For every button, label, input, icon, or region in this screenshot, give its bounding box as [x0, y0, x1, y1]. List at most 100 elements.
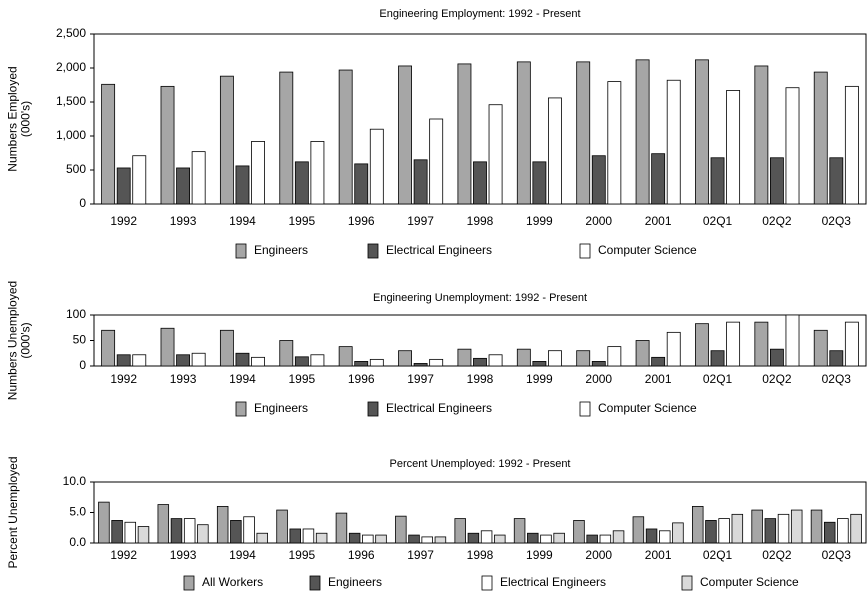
- bar: [235, 352, 250, 367]
- bar: [513, 518, 526, 544]
- bar: [726, 321, 741, 367]
- x-tick-label: 1997: [407, 548, 434, 562]
- bar: [294, 161, 309, 205]
- y-tick-label: 1,500: [56, 94, 86, 108]
- legend-swatch: [235, 243, 247, 259]
- bar: [362, 534, 374, 544]
- x-tick-label: 1998: [467, 372, 494, 386]
- bar: [302, 528, 315, 544]
- x-tick-label: 2001: [645, 372, 672, 386]
- bar: [488, 354, 503, 367]
- bar: [289, 528, 301, 544]
- y-tick-label: 0: [79, 196, 86, 210]
- bar: [769, 157, 784, 205]
- bar: [251, 141, 265, 205]
- x-tick-label: 1994: [229, 548, 256, 562]
- x-tick-label: 2001: [645, 548, 672, 562]
- bar: [777, 513, 790, 544]
- bar: [548, 97, 562, 205]
- bar: [457, 348, 472, 367]
- legend-label: Electrical Engineers: [386, 243, 492, 257]
- bar: [243, 516, 255, 544]
- bar: [823, 521, 836, 544]
- bar: [294, 356, 309, 367]
- bar: [488, 104, 503, 205]
- bar: [160, 327, 175, 367]
- bar: [837, 518, 849, 544]
- bar: [553, 532, 565, 544]
- bar: [98, 501, 110, 544]
- bar: [645, 528, 658, 544]
- bar: [586, 534, 598, 544]
- bar: [375, 534, 387, 544]
- bar: [666, 331, 681, 367]
- legend-label: Computer Science: [700, 575, 799, 589]
- bar: [813, 71, 828, 205]
- bar: [769, 348, 784, 367]
- bar: [480, 530, 493, 544]
- y-tick-label: 0: [79, 358, 86, 372]
- legend-label: Computer Science: [598, 243, 697, 257]
- bar: [764, 518, 777, 544]
- bar: [354, 361, 369, 367]
- bar: [754, 65, 769, 205]
- bar: [659, 530, 671, 544]
- chart-title: Percent Unemployed: 1992 - Present: [390, 458, 571, 470]
- bar: [494, 534, 506, 544]
- bar: [850, 513, 862, 544]
- bar: [124, 521, 137, 544]
- bar: [612, 530, 625, 544]
- bar: [310, 354, 325, 367]
- y-tick-label: 2,000: [56, 60, 86, 74]
- bar: [429, 118, 444, 205]
- x-tick-label: 1995: [288, 214, 315, 228]
- y-axis-label: Numbers Employed: [6, 66, 20, 171]
- bar: [810, 509, 823, 544]
- bar: [256, 532, 268, 544]
- bar: [672, 522, 684, 544]
- x-tick-label: 1992: [110, 548, 137, 562]
- bar: [454, 518, 466, 544]
- bar: [170, 518, 183, 544]
- x-tick-label: 1996: [348, 548, 375, 562]
- legend-swatch: [681, 575, 693, 591]
- x-tick-label: 1999: [526, 214, 553, 228]
- bar: [160, 85, 175, 205]
- bar: [710, 350, 725, 367]
- x-tick-label: 02Q1: [703, 372, 733, 386]
- bar: [651, 153, 666, 205]
- bar: [157, 504, 170, 544]
- y-tick-label: 2,500: [56, 26, 86, 40]
- x-tick-label: 1994: [229, 214, 256, 228]
- bar: [467, 532, 480, 544]
- bar: [548, 350, 562, 367]
- x-tick-label: 2001: [645, 214, 672, 228]
- x-tick-label: 02Q1: [703, 214, 733, 228]
- bar: [132, 155, 147, 205]
- bar: [607, 346, 622, 367]
- bar: [429, 358, 444, 367]
- bar: [705, 520, 717, 544]
- bar: [413, 159, 428, 205]
- bar: [111, 520, 123, 544]
- x-tick-label: 1996: [348, 372, 375, 386]
- y-tick-label: 100: [66, 307, 86, 321]
- x-tick-label: 1994: [229, 372, 256, 386]
- legend-label: Electrical Engineers: [500, 575, 606, 589]
- bar: [573, 520, 585, 544]
- bar: [527, 532, 539, 544]
- legend-swatch: [309, 575, 321, 591]
- bar: [785, 87, 800, 205]
- x-tick-label: 1992: [110, 372, 137, 386]
- bar: [176, 354, 191, 367]
- chart-title: Engineering Unemployment: 1992 - Present: [373, 292, 587, 304]
- x-tick-label: 1995: [288, 372, 315, 386]
- x-tick-label: 2000: [585, 372, 612, 386]
- x-tick-label: 1996: [348, 214, 375, 228]
- x-tick-label: 1998: [467, 214, 494, 228]
- x-tick-label: 1998: [467, 548, 494, 562]
- bar: [591, 155, 606, 205]
- legend-label: Engineers: [254, 401, 308, 415]
- bar: [395, 515, 407, 544]
- x-tick-label: 02Q3: [822, 372, 852, 386]
